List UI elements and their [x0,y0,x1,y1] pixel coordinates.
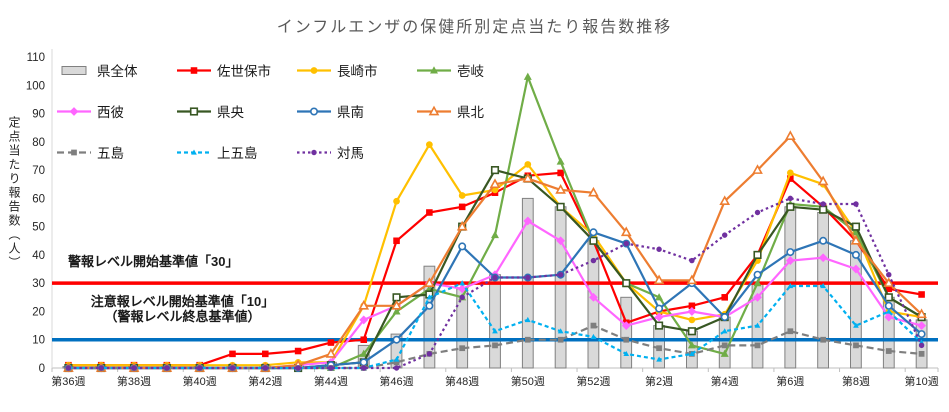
caution-threshold-label-line2: （警報レベル終息基準値） [104,309,261,324]
svg-text:第40週: 第40週 [183,374,217,388]
svg-text:20: 20 [32,306,45,318]
legend-item-nagasaki: 長崎市 [296,62,416,79]
y-axis-title: 定点当たり報告数（人） [7,116,21,270]
caution-threshold-label-line1: 注意報レベル開始基準値「10」 [90,294,275,309]
legend-line-swatch-goto [57,149,91,155]
svg-text:70: 70 [32,165,45,177]
svg-text:第8週: 第8週 [842,374,870,388]
legend-line-swatch-nagasaki [297,66,331,74]
warning-threshold-label: 警報レベル開始基準値「30」 [68,254,239,269]
svg-text:100: 100 [26,80,45,92]
legend-label-kenou: 県央 [217,105,244,120]
legend-line-swatch-seihi [57,106,91,116]
legend-item-kamigoto: 上五島 [176,144,296,161]
legend-item-seihi: 西彼 [56,103,176,120]
legend-item-sasebo: 佐世保市 [176,62,296,79]
legend-label-seihi: 西彼 [97,105,124,120]
x-axis-labels: 第36週 第38週 第40週 第42週 第44週 第46週 第48週 第50週 第52週 第2週 第… [51,374,938,388]
legend-label-iki: 壱岐 [457,64,484,79]
svg-text:0: 0 [39,363,45,375]
legend-item-tsushima: 対馬 [296,144,416,161]
svg-text:110: 110 [27,52,45,64]
svg-text:10: 10 [32,335,45,347]
legend-line-swatch-tsushima [297,149,331,155]
legend-line-swatch-kenpoku [417,105,451,115]
chart-legend: 県全体 佐世保市 長崎市 壱岐西彼 県央 県南 県北五島 上五島 対馬 [56,62,536,161]
legend-line-swatch-kamigoto [177,149,211,155]
chart-title: インフルエンザの保健所別定点当たり報告数推移 [276,19,673,36]
svg-text:60: 60 [32,193,45,205]
svg-text:第52週: 第52週 [576,374,610,388]
legend-line-swatch-iki [417,65,451,74]
legend-label-sasebo: 佐世保市 [217,64,271,79]
legend-line-swatch-kenou [177,106,211,116]
legend-label-nagasaki: 長崎市 [337,64,378,79]
legend-label-goto: 五島 [97,146,124,161]
legend-item-kennan: 県南 [296,103,416,120]
legend-label-kamigoto: 上五島 [217,146,258,161]
legend-label-prefecture-total: 県全体 [97,64,138,79]
legend-line-swatch-sasebo [177,66,211,74]
svg-text:80: 80 [32,137,45,149]
svg-text:50: 50 [32,222,45,234]
svg-text:第44週: 第44週 [314,374,348,388]
svg-text:第36週: 第36週 [51,374,85,388]
svg-text:第4週: 第4週 [711,374,739,388]
legend-label-kenpoku: 県北 [457,105,484,120]
svg-text:第10週: 第10週 [904,374,938,388]
y-axis-labels: 0 10 20 30 40 50 60 70 80 90 100 110 [26,52,45,375]
svg-text:第38週: 第38週 [117,374,151,388]
legend-line-swatch-kennan [297,107,331,116]
caution-threshold-label: 注意報レベル開始基準値「10」 （警報レベル終息基準値） [70,294,295,324]
legend-item-goto: 五島 [56,144,176,161]
svg-text:第46週: 第46週 [379,374,413,388]
legend-bar-swatch-prefecture-total [61,65,87,75]
legend-label-tsushima: 対馬 [337,146,364,161]
legend-item-prefecture-total: 県全体 [56,62,176,79]
line-series-tsushima [65,195,925,371]
svg-text:40: 40 [32,250,45,262]
svg-text:第48週: 第48週 [445,374,479,388]
legend-item-iki: 壱岐 [416,62,536,79]
svg-text:第50週: 第50週 [511,374,545,388]
svg-text:30: 30 [32,278,45,290]
svg-text:第6週: 第6週 [776,374,804,388]
svg-text:90: 90 [32,109,45,121]
svg-text:第42週: 第42週 [248,374,282,388]
legend-label-kennan: 県南 [337,105,364,120]
svg-text:第2週: 第2週 [645,374,673,388]
legend-item-kenou: 県央 [176,103,296,120]
legend-item-kenpoku: 県北 [416,103,536,120]
